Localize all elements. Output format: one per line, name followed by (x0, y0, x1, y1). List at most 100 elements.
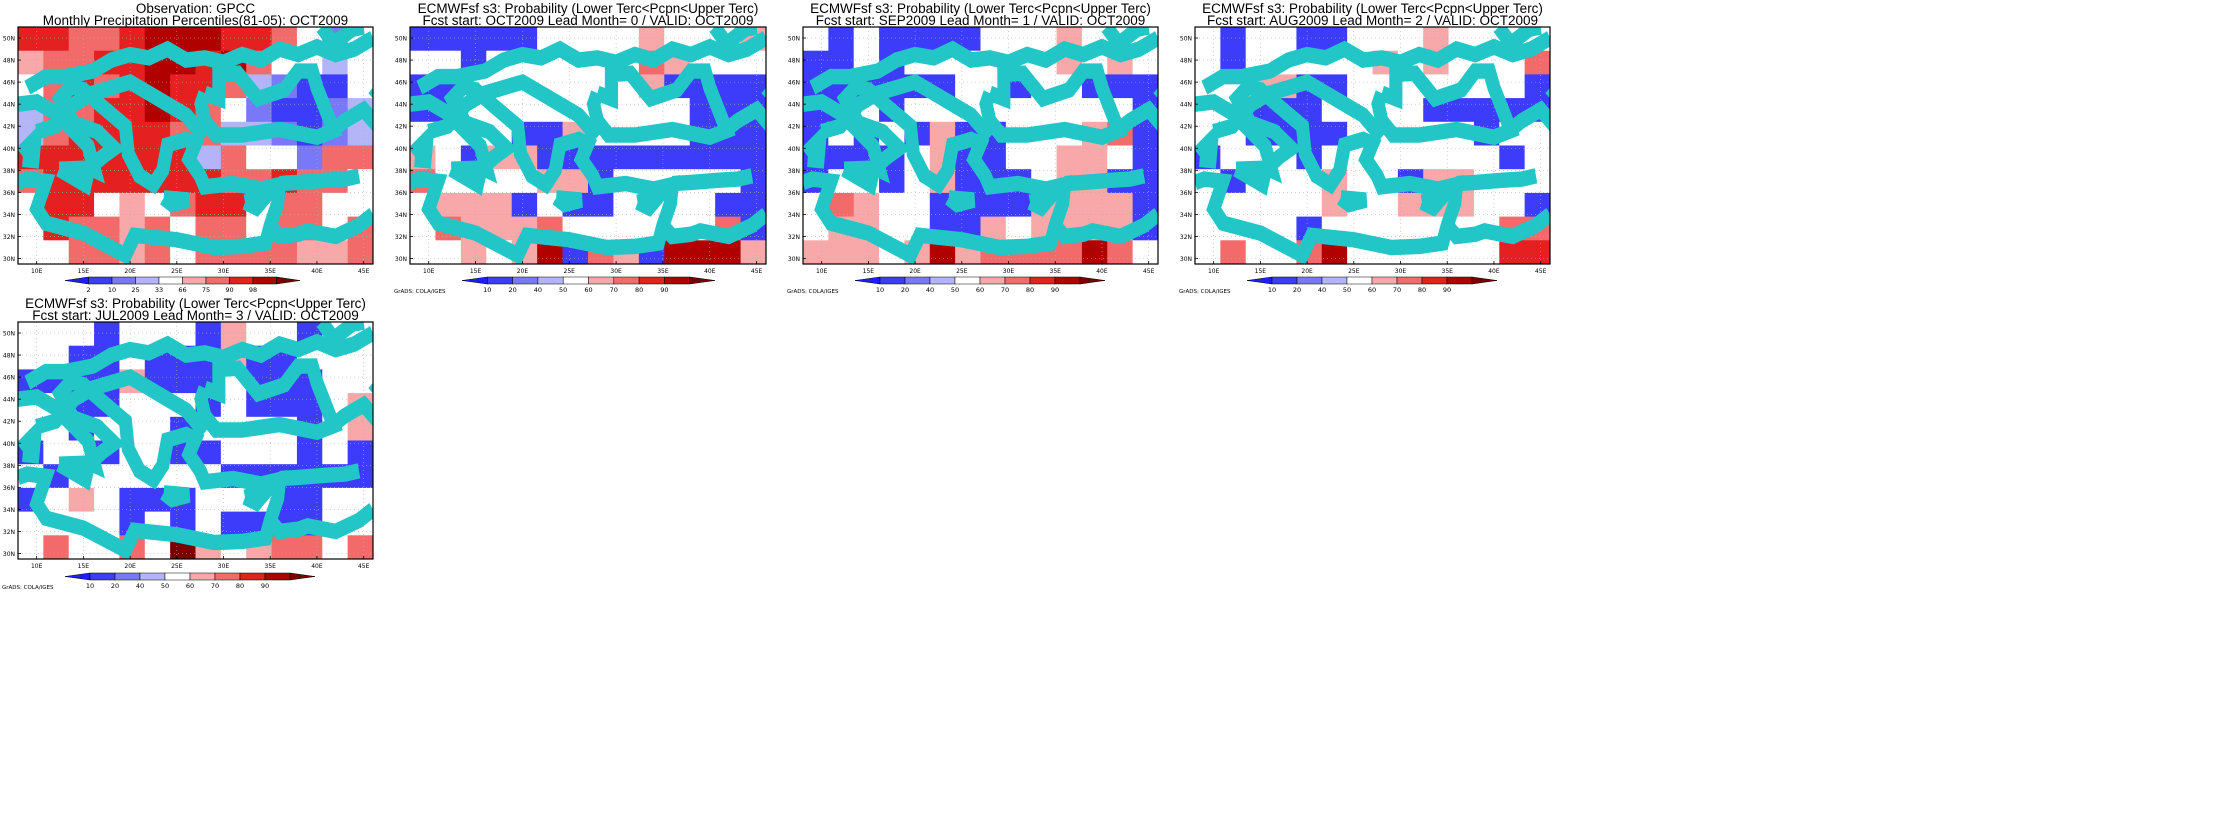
colorbar-swatch (158, 276, 183, 285)
heat-cell (271, 240, 298, 265)
colorbar: 10 20 40 50 60 70 80 90 (461, 276, 716, 294)
heat-cell (613, 145, 640, 170)
colorbar-swatch (1446, 276, 1473, 285)
colorbar-swatch (879, 276, 906, 285)
lon-tick-label: 15E (78, 563, 90, 570)
colorbar-label: 20 (901, 286, 909, 294)
colorbar-swatch (1396, 276, 1423, 285)
heat-cell (1423, 145, 1450, 170)
lon-tick-label: 25E (171, 563, 183, 570)
colorbar-label: 40 (534, 286, 542, 294)
lat-tick-label: 36N (3, 190, 15, 197)
lat-tick-label: 44N (3, 102, 15, 109)
lat-tick-label: 46N (3, 80, 15, 87)
heat-cell (1220, 27, 1247, 52)
heat-cell (322, 240, 349, 265)
lat-tick-label: 50N (1180, 36, 1192, 43)
lat-tick-label: 42N (395, 124, 407, 131)
heat-cell (638, 27, 665, 52)
lat-tick-label: 32N (1180, 234, 1192, 241)
heat-cell (486, 27, 513, 52)
lat-tick-label: 30N (1180, 256, 1192, 263)
lon-tick-label: 20E (1301, 268, 1313, 275)
heat-cell (246, 27, 273, 52)
panel-title-line1: Observation: GPCC (136, 1, 256, 16)
lat-tick-label: 38N (788, 168, 800, 175)
lon-tick-label: 40E (311, 563, 323, 570)
lat-tick-label: 48N (3, 353, 15, 360)
lon-tick-label: 30E (1395, 268, 1407, 275)
lon-tick-label: 30E (218, 268, 230, 275)
heat-cell (613, 216, 640, 241)
colorbar-label: 20 (508, 286, 516, 294)
lat-tick-label: 48N (395, 58, 407, 65)
heat-cell (715, 240, 742, 265)
colorbar-label: 50 (559, 286, 567, 294)
lon-tick-label: 20E (909, 268, 921, 275)
lat-tick-label: 34N (3, 507, 15, 514)
heat-cell (410, 50, 436, 75)
lat-tick-label: 44N (1180, 102, 1192, 109)
colorbar-label: 90 (1051, 286, 1059, 294)
heat-cell (1107, 145, 1134, 170)
colorbar-label: 60 (1368, 286, 1376, 294)
heat-cell (195, 322, 222, 347)
lat-tick-label: 36N (788, 190, 800, 197)
colorbar: 10 20 40 50 60 70 80 90 (854, 276, 1106, 294)
colorbar-arrow-low (461, 276, 488, 285)
colorbar-label: 70 (610, 286, 618, 294)
lat-tick-label: 30N (3, 551, 15, 558)
colorbar-label: 10 (108, 286, 116, 294)
heat-cell (486, 192, 513, 218)
colorbar-arrow-high (289, 572, 316, 581)
lat-tick-label: 50N (3, 36, 15, 43)
colorbar-swatch (182, 276, 207, 285)
lat-tick-label: 36N (395, 190, 407, 197)
colorbar-label: 50 (951, 286, 959, 294)
heat-cell (1005, 192, 1032, 218)
heat-cell (1372, 27, 1399, 52)
lat-tick-label: 40N (788, 146, 800, 153)
heat-cell (94, 192, 120, 218)
lon-tick-label: 15E (863, 268, 875, 275)
lat-tick-label: 46N (788, 80, 800, 87)
colorbar-label: 2 (86, 286, 90, 294)
heat-cell (1195, 27, 1221, 52)
lat-tick-label: 42N (3, 124, 15, 131)
lat-tick-label: 40N (395, 146, 407, 153)
heat-cell (1296, 192, 1323, 218)
heat-cell (43, 322, 70, 347)
colorbar-swatch (1271, 276, 1298, 285)
heat-cell (296, 535, 323, 560)
lon-tick-label: 20E (124, 268, 136, 275)
lat-tick-label: 30N (788, 256, 800, 263)
heat-cell (1031, 145, 1058, 170)
heat-cell (1473, 240, 1500, 265)
colorbar: 10 20 40 50 60 70 80 90 (64, 572, 316, 590)
colorbar-swatch (1371, 276, 1398, 285)
map-panel-1: ECMWFsf s3: Probability (Lower Terc<Pcpn… (394, 1, 767, 295)
lon-tick-label: 45E (358, 268, 370, 275)
heat-cell (220, 145, 247, 170)
lat-tick-label: 46N (1180, 80, 1192, 87)
heat-cell (195, 487, 222, 513)
heat-cell (246, 145, 273, 170)
heat-cell (18, 27, 44, 52)
colorbar-label: 10 (483, 286, 491, 294)
heat-cell (828, 27, 855, 52)
colorbar-label: 75 (202, 286, 210, 294)
colorbar-label: 33 (155, 286, 163, 294)
lat-tick-label: 46N (395, 80, 407, 87)
lat-tick-label: 50N (395, 36, 407, 43)
colorbar-label: 25 (131, 286, 139, 294)
colorbar-swatch (1029, 276, 1056, 285)
heat-cell (828, 240, 855, 265)
heat-cell (296, 440, 323, 465)
colorbar-swatch (613, 276, 640, 285)
heat-cell (1448, 98, 1475, 123)
colorbar-swatch (1296, 276, 1323, 285)
heat-cell (740, 145, 767, 170)
lat-tick-label: 38N (1180, 168, 1192, 175)
heat-cell (1372, 192, 1399, 218)
